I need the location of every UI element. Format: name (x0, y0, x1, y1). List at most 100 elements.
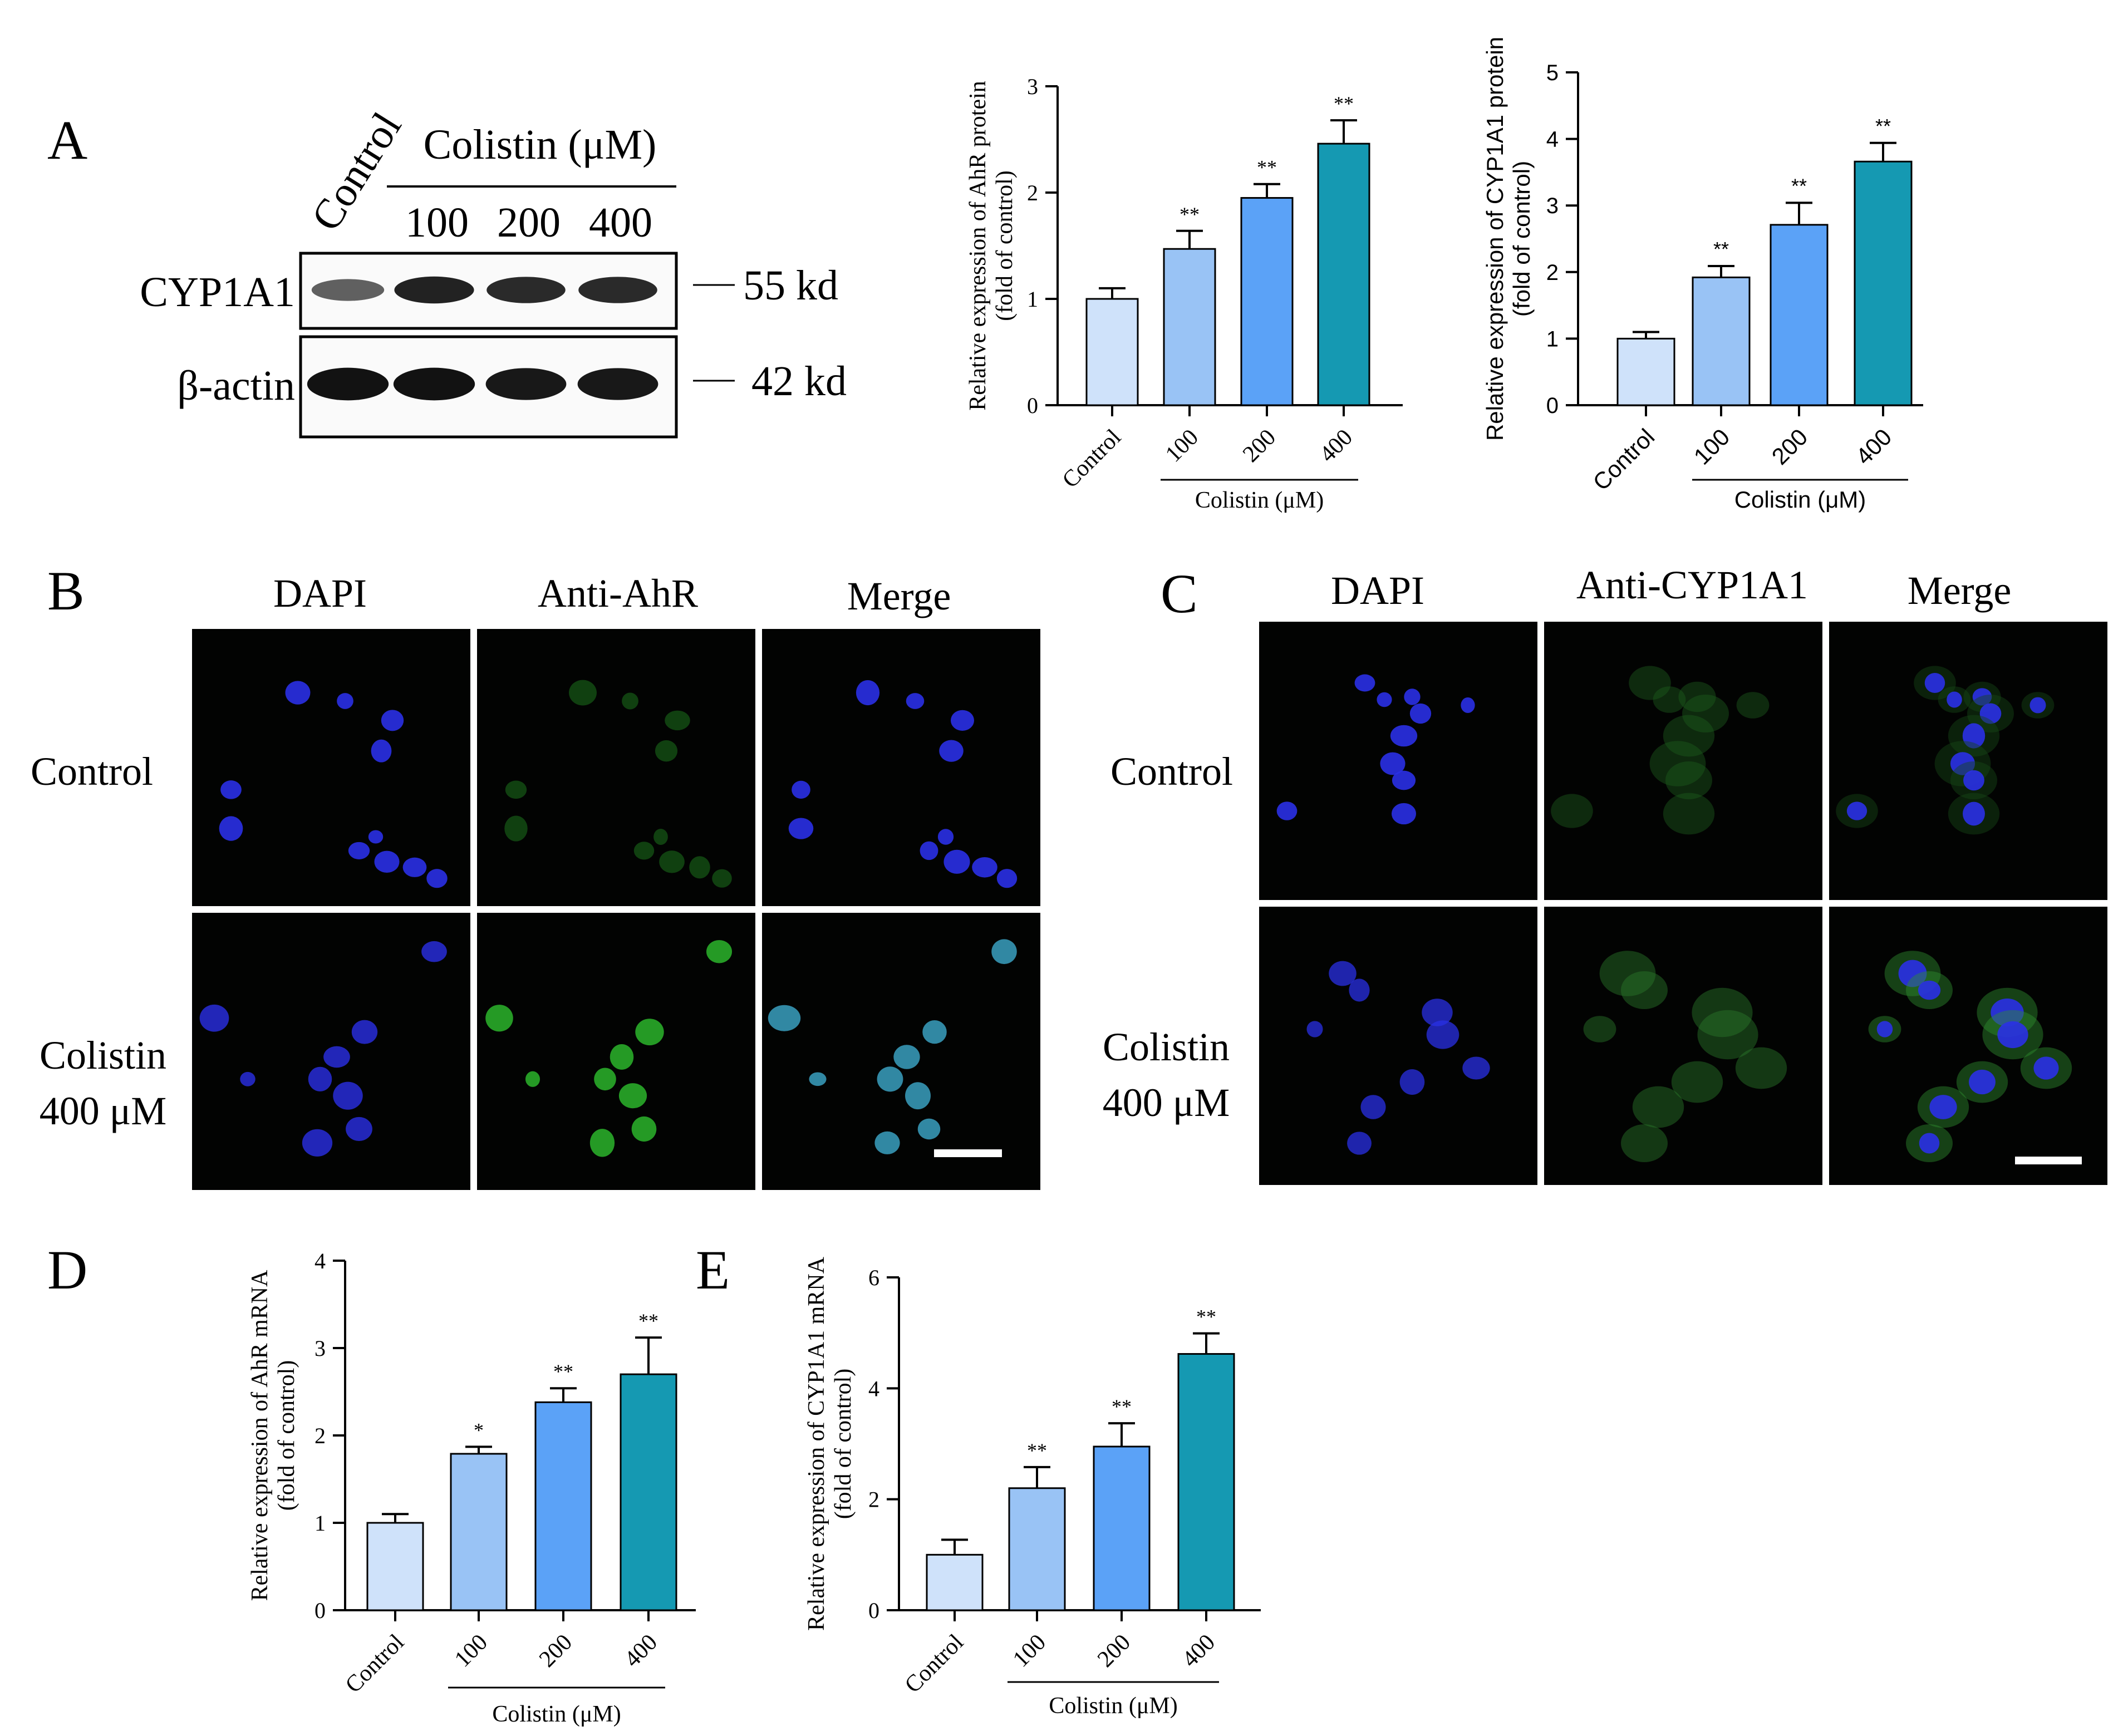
cytoplasm-signal (1665, 761, 1712, 799)
group-label: Colistin (μM) (492, 1701, 621, 1727)
x-category-label: 400 (1851, 424, 1897, 470)
significance-label: ** (1196, 1306, 1216, 1328)
cell-nucleus (635, 1019, 664, 1046)
if-b-header-anti-ahr: Anti-AhR (538, 571, 698, 616)
cytoplasm-signal (1649, 741, 1706, 786)
cell-nucleus (788, 818, 814, 839)
cell-nucleus (1462, 1056, 1490, 1080)
cell-nucleus (937, 829, 954, 845)
cell-nucleus (1898, 960, 1927, 987)
bar (1854, 160, 1913, 406)
x-category-label: 400 (620, 1630, 662, 1673)
cell-nucleus (610, 1044, 634, 1070)
y-axis-label: (fold of control) (992, 170, 1018, 321)
cell-nucleus (1918, 980, 1941, 1000)
panel-letter-c: C (1161, 563, 1198, 624)
significance-label: ** (553, 1360, 573, 1383)
cell-nucleus (1276, 801, 1298, 820)
cell-nucleus (1354, 674, 1375, 692)
bar (1770, 224, 1829, 406)
blot-band (486, 277, 566, 303)
cytoplasm-signal (1663, 793, 1715, 835)
x-category-label: 400 (1315, 425, 1358, 468)
cell-nucleus (374, 850, 400, 873)
micrograph (477, 629, 755, 906)
y-tick-label: 0 (314, 1598, 326, 1623)
micrograph (192, 629, 470, 906)
cell-nucleus (1404, 689, 1421, 705)
cell-nucleus (1399, 1069, 1425, 1095)
bar (450, 1453, 508, 1611)
cell-nucleus (323, 1046, 350, 1068)
cytoplasm-signal (1736, 692, 1770, 719)
y-tick-label: 1 (1027, 287, 1038, 312)
blot-bands-cyp1a1 (311, 276, 657, 304)
bar (620, 1373, 677, 1611)
cell-nucleus (939, 740, 964, 762)
cell-nucleus (402, 857, 427, 877)
group-label: Colistin (μM) (1049, 1693, 1177, 1719)
blot-row-label-cyp1a1: CYP1A1 (140, 269, 295, 316)
cell-nucleus (906, 693, 925, 709)
y-tick-label: 6 (868, 1265, 879, 1290)
cell-nucleus (1347, 1132, 1372, 1155)
cell-nucleus (893, 1045, 920, 1069)
cell-nucleus (1924, 673, 1945, 693)
if-c-image-grid (1259, 622, 2107, 1185)
significance-label: ** (1791, 174, 1807, 197)
scale-bar (934, 1149, 1002, 1157)
bar (534, 1401, 592, 1611)
scale-bar (2015, 1157, 2082, 1164)
cell-nucleus (1391, 803, 1417, 825)
cell-nucleus (1349, 978, 1370, 1002)
significance-label: ** (1334, 92, 1354, 115)
panel-letter-d: D (47, 1239, 87, 1301)
cell-nucleus (219, 816, 243, 841)
significance-label: ** (1257, 156, 1277, 179)
if-b-image-grid (192, 629, 1040, 1190)
significance-label: ** (638, 1310, 658, 1332)
panel-letter-b: B (47, 560, 85, 622)
blot-band (394, 276, 474, 304)
bar-chart-ahr-protein: 0 1 2 3 Relative expression of AhR protein (f… (965, 74, 1403, 513)
cell-nucleus (381, 710, 404, 731)
blot-band (578, 277, 657, 303)
if-c-row-label-control: Control (1110, 749, 1233, 794)
cytoplasm-signal (1621, 1124, 1668, 1162)
cell-nucleus (308, 1066, 332, 1091)
western-blot: A Control Colistin (μM) 100 200 400 CYP1… (47, 105, 847, 439)
y-axis-label: (fold of control) (274, 1360, 299, 1511)
if-c-row-label-dose: 400 μM (1103, 1080, 1230, 1125)
cell-nucleus (199, 1004, 229, 1032)
y-axis-label: Relative expression of AhR mRNA (247, 1270, 273, 1601)
blot-row-label-beta-actin: β-actin (177, 362, 295, 409)
cell-nucleus (371, 739, 392, 763)
y-axis-label: Relative expression of CYP1A1 mRNA (804, 1256, 829, 1631)
micrograph (1259, 907, 1537, 1185)
blot-band (311, 279, 385, 301)
cytoplasm-signal (1632, 1086, 1684, 1128)
cell-nucleus (240, 1071, 255, 1086)
y-tick-label: 2 (1546, 260, 1559, 285)
bar (1177, 1353, 1235, 1611)
cell-nucleus (631, 1116, 657, 1142)
cell-nucleus (1380, 752, 1405, 775)
cell-nucleus (1360, 1095, 1386, 1119)
bar (1616, 337, 1675, 406)
if-b-row-label-dose: 400 μM (40, 1089, 167, 1133)
bar (1085, 298, 1139, 406)
cell-nucleus (768, 1005, 801, 1031)
cytoplasm-signal (1621, 971, 1668, 1009)
blot-band (485, 368, 567, 400)
y-tick-label: 3 (314, 1336, 326, 1361)
if-c-header-dapi: DAPI (1331, 568, 1424, 613)
bar (1692, 276, 1751, 406)
cell-nucleus (665, 710, 690, 731)
blot-lane-label-200: 200 (497, 199, 561, 246)
cell-nucleus (920, 841, 938, 860)
cell-nucleus (504, 815, 528, 842)
cell-nucleus (1306, 1021, 1323, 1037)
micrograph (1544, 907, 1822, 1185)
y-axis-label: (fold of control) (1508, 161, 1535, 317)
